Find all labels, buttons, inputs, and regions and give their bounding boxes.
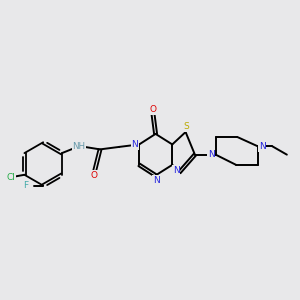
Text: N: N <box>172 166 179 175</box>
Text: S: S <box>183 122 189 131</box>
Text: N: N <box>259 142 266 151</box>
Text: NH: NH <box>72 142 86 151</box>
Text: F: F <box>23 181 28 190</box>
Text: N: N <box>153 176 160 185</box>
Text: N: N <box>208 150 215 159</box>
Text: N: N <box>131 140 138 149</box>
Text: O: O <box>150 105 157 114</box>
Text: Cl: Cl <box>6 173 15 182</box>
Text: O: O <box>90 171 97 180</box>
